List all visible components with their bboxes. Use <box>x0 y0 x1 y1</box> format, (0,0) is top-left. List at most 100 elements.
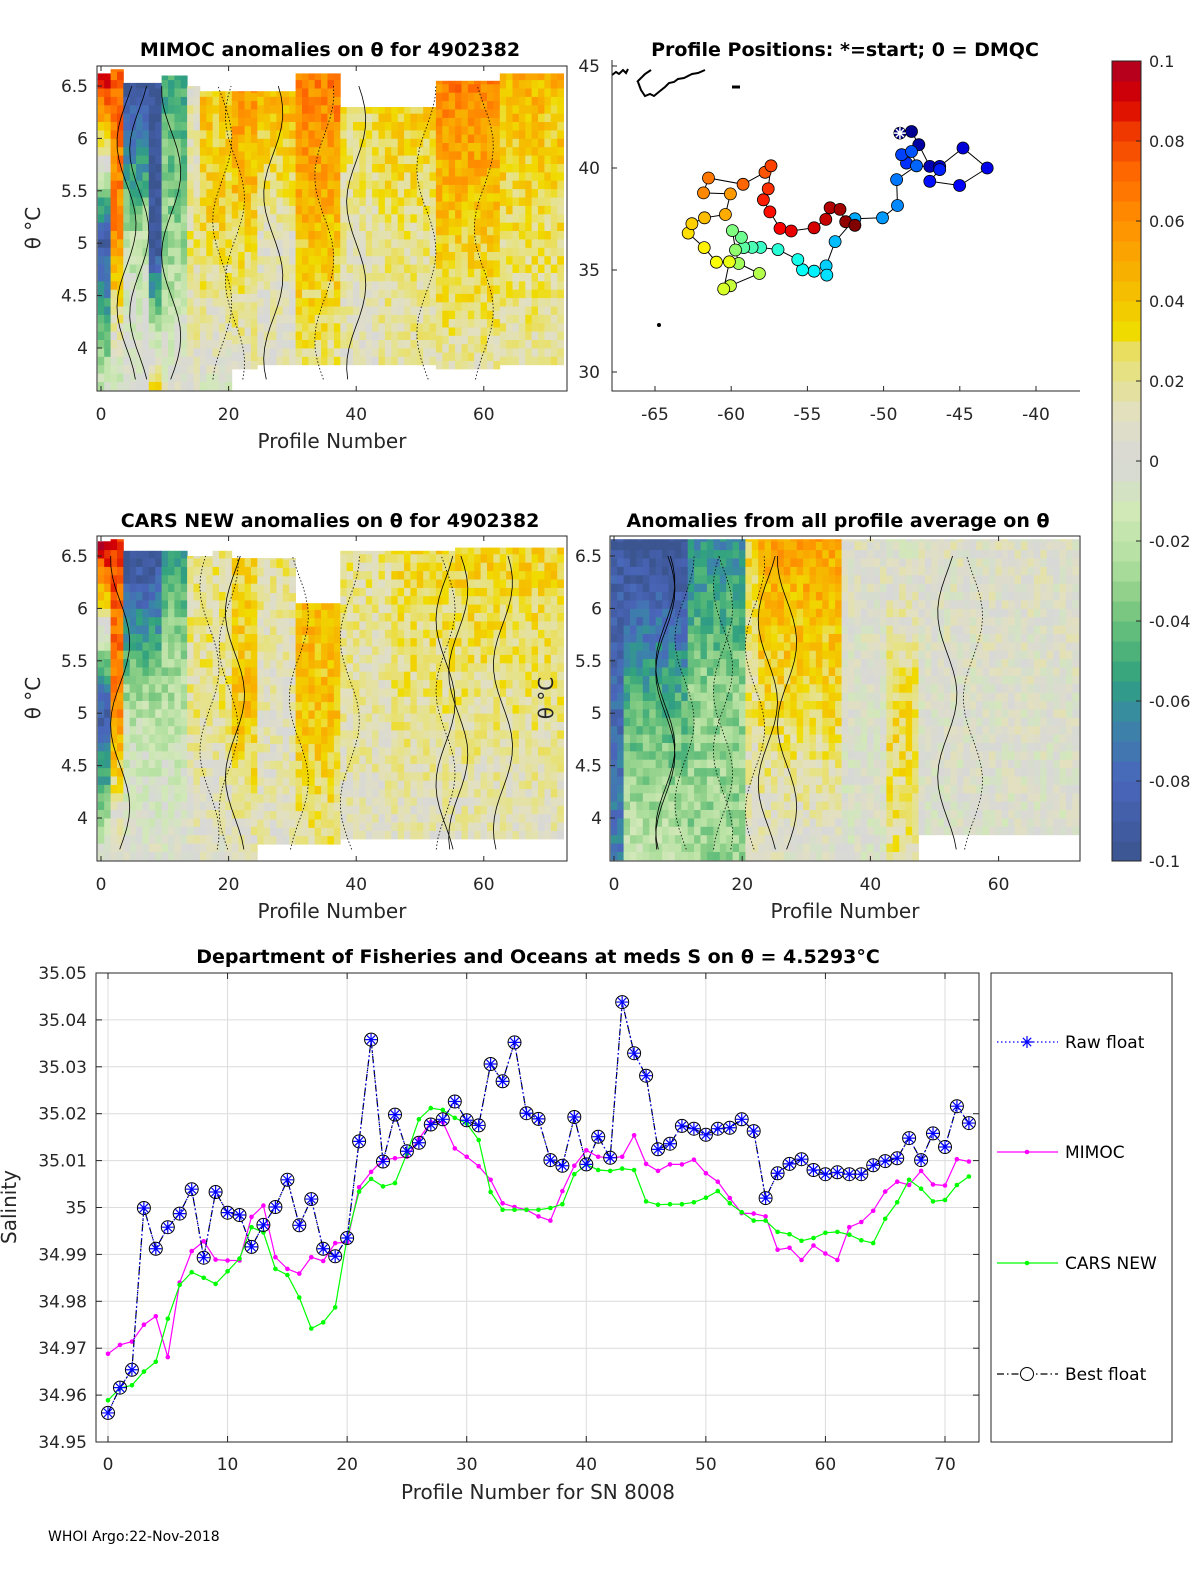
heatmap-cell <box>340 255 348 265</box>
heatmap-cell <box>161 566 169 576</box>
heatmap-cell <box>506 289 513 299</box>
heatmap-cell <box>493 553 501 563</box>
heatmap-cell <box>136 583 143 592</box>
heatmap-cell <box>372 629 379 639</box>
heatmap-cell <box>155 750 162 760</box>
heatmap-cell <box>238 176 245 185</box>
heatmap-cell <box>359 671 367 681</box>
heatmap-cell <box>461 100 469 110</box>
heatmap-cell <box>225 809 233 819</box>
heatmap-cell <box>333 676 341 686</box>
heatmap-cell <box>448 260 456 269</box>
heatmap-cell <box>225 91 233 97</box>
heatmap-cell <box>442 579 450 588</box>
heatmap-cell <box>136 88 143 97</box>
heatmap-cell <box>295 348 303 357</box>
heatmap-cell <box>410 830 418 840</box>
heatmap-cell <box>302 743 309 753</box>
heatmap-cell <box>384 671 392 681</box>
heatmap-cell <box>461 830 469 840</box>
heatmap-cell <box>512 113 520 122</box>
heatmap-cell <box>499 247 507 257</box>
heatmap-cell <box>544 255 552 265</box>
heatmap-cell <box>193 289 201 299</box>
heatmap-cell <box>187 843 194 852</box>
heatmap-cell <box>212 683 220 693</box>
heatmap-cell <box>365 213 373 223</box>
heatmap-cell <box>129 130 137 139</box>
heatmap-cell <box>531 348 539 357</box>
heatmap-cell <box>327 230 335 240</box>
heatmap-cell <box>270 626 277 635</box>
heatmap-cell <box>276 584 284 594</box>
heatmap-cell <box>487 771 494 781</box>
heatmap-cell <box>212 809 220 819</box>
heatmap-cell <box>404 180 411 190</box>
heatmap-cell <box>359 646 367 655</box>
heatmap-cell <box>410 348 418 357</box>
heatmap-cell <box>493 318 501 328</box>
heatmap-cell <box>365 654 373 664</box>
heatmap-cell <box>123 213 131 223</box>
heatmap-cell <box>365 280 373 290</box>
heatmap-cell <box>225 314 233 324</box>
heatmap-cell <box>353 146 360 156</box>
heatmap-cell <box>199 792 207 802</box>
heatmap-cell <box>212 675 220 685</box>
heatmap-cell <box>391 356 399 366</box>
heatmap-cell <box>168 171 175 181</box>
heatmap-cell <box>448 813 456 823</box>
heatmap-cell <box>340 805 348 815</box>
heatmap-cell <box>384 331 392 340</box>
heatmap-cell <box>512 788 520 798</box>
heatmap-cell <box>276 180 284 190</box>
heatmap-cell <box>231 318 239 328</box>
heatmap-cell <box>187 692 194 701</box>
heatmap-cell <box>442 109 450 118</box>
heatmap-cell <box>219 197 226 206</box>
heatmap-cell <box>487 192 494 202</box>
heatmap-cell <box>518 331 526 340</box>
heatmap-cell <box>289 760 296 770</box>
heatmap-cell <box>206 633 214 643</box>
heatmap-cell <box>518 688 526 697</box>
heatmap-cell <box>391 264 399 273</box>
heatmap-cell <box>110 130 118 139</box>
heatmap-cell <box>219 650 226 660</box>
heatmap-cell <box>442 142 450 152</box>
heatmap-cell <box>448 771 456 781</box>
heatmap-cell <box>359 331 367 340</box>
heatmap-cell <box>410 579 418 588</box>
heatmap-cell <box>199 700 207 710</box>
heatmap-cell <box>448 83 456 93</box>
heatmap-cell <box>397 205 405 215</box>
heatmap-cell <box>435 713 443 722</box>
heatmap-cell <box>104 79 111 89</box>
heatmap-cell <box>308 810 316 820</box>
heatmap-cell <box>270 592 277 602</box>
heatmap-cell <box>557 255 564 265</box>
heatmap-cell <box>295 331 303 340</box>
heatmap-cell <box>391 331 399 340</box>
heatmap-cell <box>263 684 271 694</box>
heatmap-cell <box>423 595 430 605</box>
heatmap-cell <box>423 713 430 722</box>
heatmap-cell <box>117 742 124 752</box>
heatmap-cell <box>487 318 494 328</box>
heatmap-cell <box>174 314 182 324</box>
heatmap-cell <box>346 654 354 664</box>
heatmap-cell <box>512 780 520 790</box>
heatmap-cell <box>531 73 539 81</box>
heatmap-cell <box>384 713 392 722</box>
heatmap-cell <box>212 155 220 164</box>
heatmap-cell <box>480 92 488 102</box>
heatmap-cell <box>289 91 296 97</box>
heatmap-cell <box>180 205 188 215</box>
heatmap-cell <box>238 583 245 592</box>
heatmap-cell <box>365 180 373 190</box>
heatmap-cell <box>455 80 462 85</box>
heatmap-cell <box>333 331 341 340</box>
heatmap-cell <box>499 197 507 206</box>
heatmap-cell <box>531 163 539 173</box>
heatmap-cell <box>212 188 220 198</box>
